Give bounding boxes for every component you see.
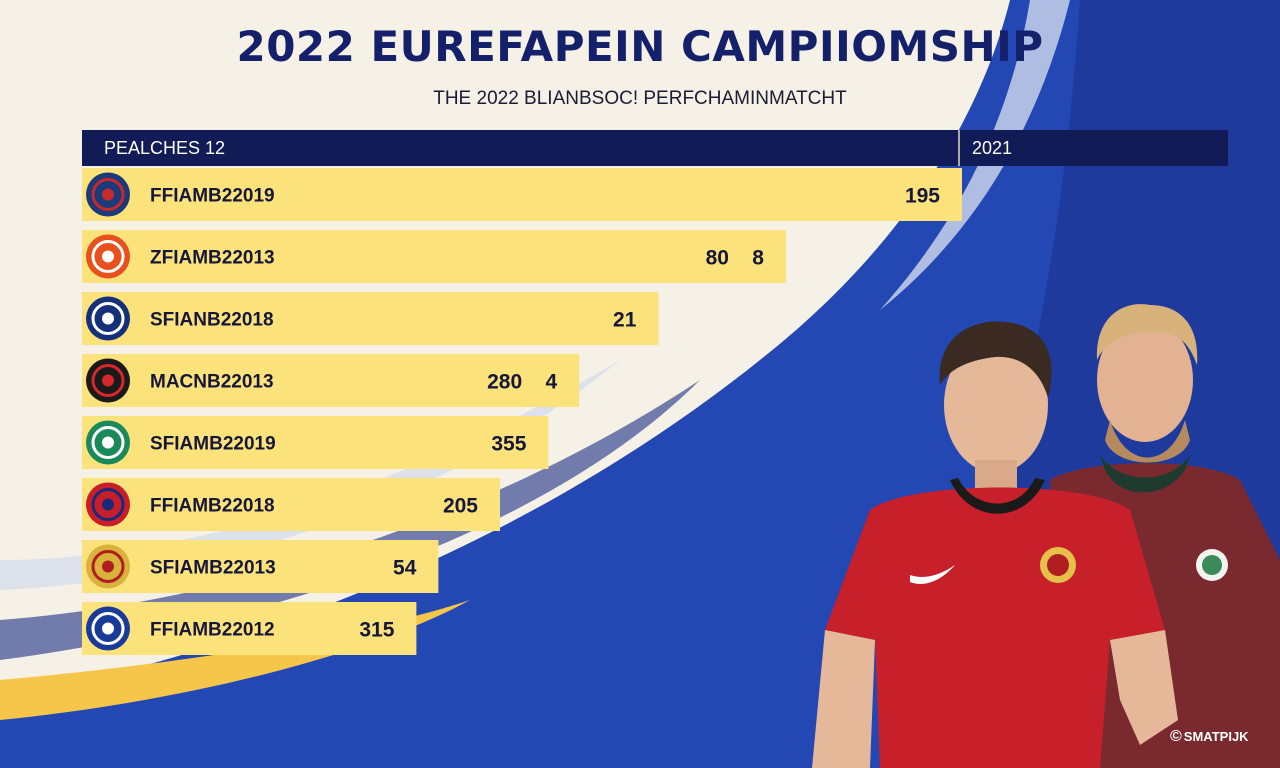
bar-row: SFIAMB22013 54 — [82, 540, 439, 593]
table-header-bar: PEALCHES 12 2021 — [82, 130, 1228, 166]
devil-shield-crest-icon — [86, 544, 130, 589]
header-divider — [958, 130, 960, 166]
category-label: SFIAMB22019 — [150, 434, 276, 455]
value-label: 315 — [359, 619, 394, 642]
category-label: SFIAMB22013 — [150, 558, 276, 579]
value-label: 80 8 — [706, 247, 765, 270]
bar-row: SFIANB22018 21 — [82, 292, 659, 345]
bar-row: ZFIAMB22013 80 8 — [82, 230, 786, 283]
bar — [82, 478, 500, 531]
bar-row: FFIAMB22012 315 — [82, 602, 417, 655]
bar — [82, 602, 417, 655]
category-label: MACNB22013 — [150, 372, 274, 393]
header-right-label: 2021 — [972, 138, 1013, 158]
bar-row: SFIAMB22019 355 — [82, 416, 549, 469]
copyright-icon: © — [1170, 728, 1182, 745]
value-label: 205 — [443, 495, 478, 518]
bar — [82, 354, 580, 407]
value-label: 195 — [905, 185, 940, 208]
watermark-text: SMATPIJK — [1183, 729, 1249, 744]
value-label: 355 — [491, 433, 526, 456]
club-crest-icon — [86, 172, 130, 217]
page-title: 2022 EUREFAPEIN CAMPIIOMSHIP — [236, 22, 1044, 71]
watermark: © SMATPIJK — [1170, 728, 1249, 746]
value-label: 280 4 — [487, 371, 557, 394]
player-front-image — [812, 321, 1178, 768]
bar-row: FFIAMB22018 205 — [82, 478, 500, 531]
category-label: FFIAMB22019 — [150, 186, 275, 207]
bar — [82, 168, 962, 221]
page-subtitle: THE 2022 BLIANBSOC! PERFCHAMINMATCHT — [433, 88, 847, 109]
bar — [82, 540, 439, 593]
red-devil-crest-icon — [86, 358, 130, 403]
rooster-crest-icon — [86, 296, 130, 341]
bar-row: MACNB22013 280 4 — [82, 354, 580, 407]
bar — [82, 292, 659, 345]
lion-crest-icon — [86, 234, 130, 279]
category-label: FFIAMB22018 — [150, 496, 275, 517]
bar — [82, 230, 786, 283]
category-label: ZFIAMB22013 — [150, 248, 275, 269]
category-label: FFIAMB22012 — [150, 620, 275, 641]
union-flag-icon — [86, 482, 130, 527]
bar-row: FFIAMB22019 195 — [82, 168, 962, 221]
bar — [82, 416, 549, 469]
value-label: 21 — [613, 309, 637, 332]
header-left-label: PEALCHES 12 — [104, 138, 226, 158]
value-label: 54 — [393, 557, 417, 580]
category-label: SFIANB22018 — [150, 310, 274, 331]
chelsea-lion-crest-icon — [86, 606, 130, 651]
green-crest-icon — [86, 420, 130, 465]
